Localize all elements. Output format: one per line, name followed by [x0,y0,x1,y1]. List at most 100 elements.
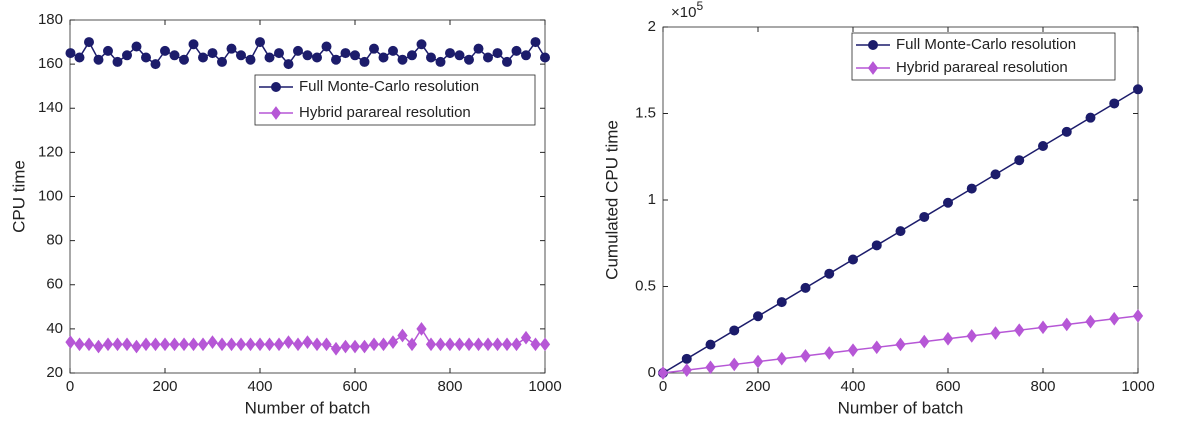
marker [483,52,493,63]
marker [65,48,76,59]
marker [255,37,265,48]
marker [1014,323,1025,338]
marker [245,54,256,65]
marker [943,197,953,208]
legend-label: Full Monte-Carlo resolution [299,78,479,95]
marker [93,54,104,65]
y-tick-label: 1 [648,191,656,208]
marker [867,61,879,75]
marker [681,363,692,377]
x-tick-label: 0 [66,378,74,395]
marker [311,337,323,352]
marker [321,41,332,52]
x-tick-label: 600 [342,378,367,395]
marker [112,337,123,352]
marker [235,337,247,352]
x-tick-label: 400 [247,378,272,395]
marker [824,268,835,279]
marker [530,37,541,48]
marker [293,45,303,56]
marker [159,337,171,352]
marker [492,337,503,352]
marker [966,183,977,194]
marker [753,311,763,322]
marker [216,337,228,352]
marker [254,337,266,352]
marker [871,240,882,251]
marker [454,50,465,61]
marker [84,37,94,48]
marker [150,337,161,352]
marker [511,337,522,352]
y-axis-label: Cumulated CPU time [602,120,621,280]
marker [895,226,906,237]
marker [425,337,437,352]
marker [349,339,361,354]
marker [140,337,152,352]
marker [179,54,189,65]
marker [188,337,199,352]
y-tick-label: 80 [46,232,63,249]
marker [359,339,370,354]
marker [302,50,313,61]
exponent-base: ×10 [671,4,696,21]
marker [397,328,408,343]
marker [435,337,446,352]
marker [369,43,379,54]
marker [302,335,313,349]
x-tick-label: 1000 [1121,378,1154,395]
marker [407,50,417,61]
marker [283,59,294,70]
x-tick-label: 200 [745,378,770,395]
marker [848,254,858,265]
marker [1061,126,1072,137]
x-tick-label: 1000 [528,378,561,395]
marker [169,50,180,61]
y-tick-label: 160 [38,55,63,72]
marker [416,39,427,50]
y-tick-label: 1.5 [635,104,656,121]
marker [800,349,811,363]
marker [93,339,104,354]
marker [1038,141,1048,152]
legend-label: Hybrid parareal resolution [299,104,471,121]
y-exponent: ×105 [671,0,703,21]
marker [122,50,132,61]
marker [83,337,95,352]
marker [776,351,787,366]
marker [274,48,284,59]
marker [1037,320,1049,335]
marker [150,59,161,70]
marker [207,335,218,349]
marker [236,50,246,61]
y-axis-label: CPU time [9,160,28,233]
marker [188,39,199,50]
marker [103,45,113,56]
marker [705,339,716,350]
marker [530,337,541,352]
marker [74,337,85,352]
legend-label: Hybrid parareal resolution [896,59,1068,76]
y-tick-label: 40 [46,320,63,337]
plot-area [69,19,546,374]
marker [207,48,218,59]
marker [501,337,513,352]
y-tick-label: 0 [648,364,656,381]
marker [1085,314,1096,329]
marker [112,56,123,67]
marker [800,282,811,293]
marker [226,43,237,54]
marker [1109,98,1120,109]
marker [990,169,1001,180]
y-tick-label: 120 [38,143,63,160]
x-axis-label: Number of batch [245,398,371,417]
marker [942,331,954,346]
marker [121,337,133,352]
marker [435,56,446,67]
marker [824,346,835,360]
marker [330,341,342,356]
marker [1132,309,1144,323]
x-tick-label: 800 [437,378,462,395]
marker [340,339,351,354]
